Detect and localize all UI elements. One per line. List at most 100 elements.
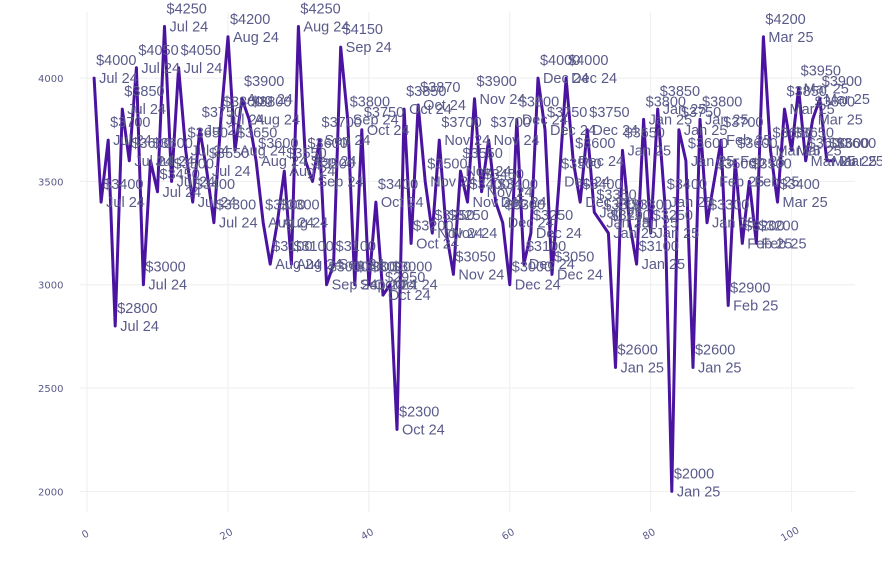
data-label-value: $3100 [293, 239, 333, 255]
data-label-value: $3050 [554, 249, 594, 265]
data-label-value: $3800 [702, 94, 742, 110]
data-label-value: $3000 [357, 260, 397, 276]
data-label-value: $3300 [265, 198, 305, 214]
data-label-value: $3600 [152, 136, 192, 152]
x-tick-label: 20 [218, 527, 235, 543]
data-label-date: Jul 24 [198, 195, 237, 211]
data-label-date: Mar 25 [797, 143, 842, 159]
data-label-date: Aug 24 [261, 154, 307, 170]
data-label-value: $3400 [780, 177, 820, 193]
data-label-date: Dec 24 [578, 154, 624, 170]
data-label-value: $3600 [307, 136, 347, 152]
series-line [92, 25, 836, 493]
data-label-value: $4250 [167, 1, 207, 17]
data-label-value: $3750 [681, 105, 721, 121]
data-label-date: Dec 24 [585, 195, 631, 211]
data-label-date: Mar 25 [832, 154, 877, 170]
data-label-date: Aug 24 [240, 143, 286, 159]
data-label-date: Sep 24 [353, 112, 399, 128]
data-label-date: Dec 24 [515, 278, 561, 294]
data-label-date: Oct 24 [367, 123, 410, 139]
data-label-date: Mar 25 [839, 154, 882, 170]
data-label-date: Jan 25 [691, 154, 735, 170]
data-label-value: $3000 [512, 260, 552, 276]
data-label-date: Dec 24 [522, 112, 568, 128]
y-tick-label: 3500 [38, 177, 63, 188]
data-label-value: $3650 [772, 125, 812, 141]
data-label-date: Jan 25 [606, 216, 650, 232]
data-label-date: Jan 25 [698, 360, 742, 376]
data-label-date: Oct 24 [423, 98, 466, 114]
data-label-value: $3750 [364, 105, 404, 121]
data-label-value: $3300 [279, 198, 319, 214]
data-label-date: Jan 25 [656, 226, 700, 242]
data-label-value: $3250 [533, 208, 573, 224]
data-label-date: Dec 24 [508, 216, 554, 232]
data-label-value: $3000 [392, 260, 432, 276]
data-label-value: $3500 [751, 156, 791, 172]
data-label-date: Jan 25 [712, 216, 756, 232]
data-label-date: Mar 25 [783, 195, 828, 211]
data-label-date: Nov 24 [458, 267, 504, 283]
data-label-value: $3800 [519, 94, 559, 110]
data-label-date: Jul 24 [113, 133, 152, 149]
data-label-date: Mar 25 [811, 154, 856, 170]
data-label-date: Aug 24 [233, 30, 279, 46]
data-label-value: $2800 [117, 301, 157, 317]
data-label-date: Dec 24 [536, 226, 582, 242]
data-label-date: Sep 24 [325, 133, 371, 149]
data-label-date: Sep 24 [360, 278, 406, 294]
data-label-date: Feb 25 [726, 133, 771, 149]
data-label-value: $3450 [160, 167, 200, 183]
data-label-value: $3200 [744, 218, 784, 234]
data-label-value: $3500 [716, 156, 756, 172]
data-label-date: Jul 24 [219, 216, 258, 232]
data-label-date: Oct 24 [395, 278, 438, 294]
data-label-value: $3400 [498, 177, 538, 193]
data-label-date: Sep 24 [339, 257, 385, 273]
data-label-value: $3800 [350, 94, 390, 110]
data-label-value: $3550 [286, 146, 326, 162]
data-label-date: Jan 25 [670, 195, 714, 211]
data-label-date: Aug 24 [282, 216, 328, 232]
data-label-value: $3600 [808, 136, 848, 152]
data-label-value: $3900 [244, 74, 284, 90]
data-label-date: Nov 24 [494, 133, 540, 149]
y-tick-label: 3000 [38, 281, 63, 292]
data-label-date: Oct 24 [381, 195, 424, 211]
data-label-date: Aug 24 [254, 112, 300, 128]
data-label-value: $4000 [540, 53, 580, 69]
data-label-date: Jul 24 [120, 319, 159, 335]
data-label-value: $2900 [730, 280, 770, 296]
data-label-value: $4250 [300, 1, 340, 17]
data-label-value: $3600 [829, 136, 869, 152]
y-tick-label: 2500 [38, 384, 63, 395]
data-label-value: $3550 [462, 146, 502, 162]
data-label-value: $3250 [653, 208, 693, 224]
data-label-date: Feb 25 [719, 174, 764, 190]
data-label-value: $3500 [315, 156, 355, 172]
data-label-date: Dec 24 [501, 195, 547, 211]
data-label-value: $3600 [737, 136, 777, 152]
x-tick-label: 40 [359, 527, 376, 543]
data-label-date: Jan 25 [705, 112, 749, 128]
data-label-value: $3600 [575, 136, 615, 152]
data-label-date: Dec 24 [557, 267, 603, 283]
data-label-date: Nov 24 [451, 226, 497, 242]
data-label-date: Aug 24 [289, 164, 335, 180]
data-label-date: Sep 24 [346, 40, 392, 56]
data-label-date: Dec 24 [571, 71, 617, 87]
data-label-value: $3650 [188, 125, 228, 141]
data-label-value: $2950 [385, 270, 425, 286]
data-label-value: $4000 [96, 53, 136, 69]
data-label-value: $3500 [427, 156, 467, 172]
data-label-value: $3350 [596, 187, 636, 203]
data-label-date: Feb 25 [733, 298, 778, 314]
data-label-date: Jan 25 [684, 123, 728, 139]
data-label-value: $3650 [794, 125, 834, 141]
data-label-value: $3300 [216, 198, 256, 214]
x-tick-label: 0 [80, 528, 91, 541]
data-label-date: Feb 25 [761, 236, 806, 252]
data-label-date: Jul 24 [205, 123, 244, 139]
